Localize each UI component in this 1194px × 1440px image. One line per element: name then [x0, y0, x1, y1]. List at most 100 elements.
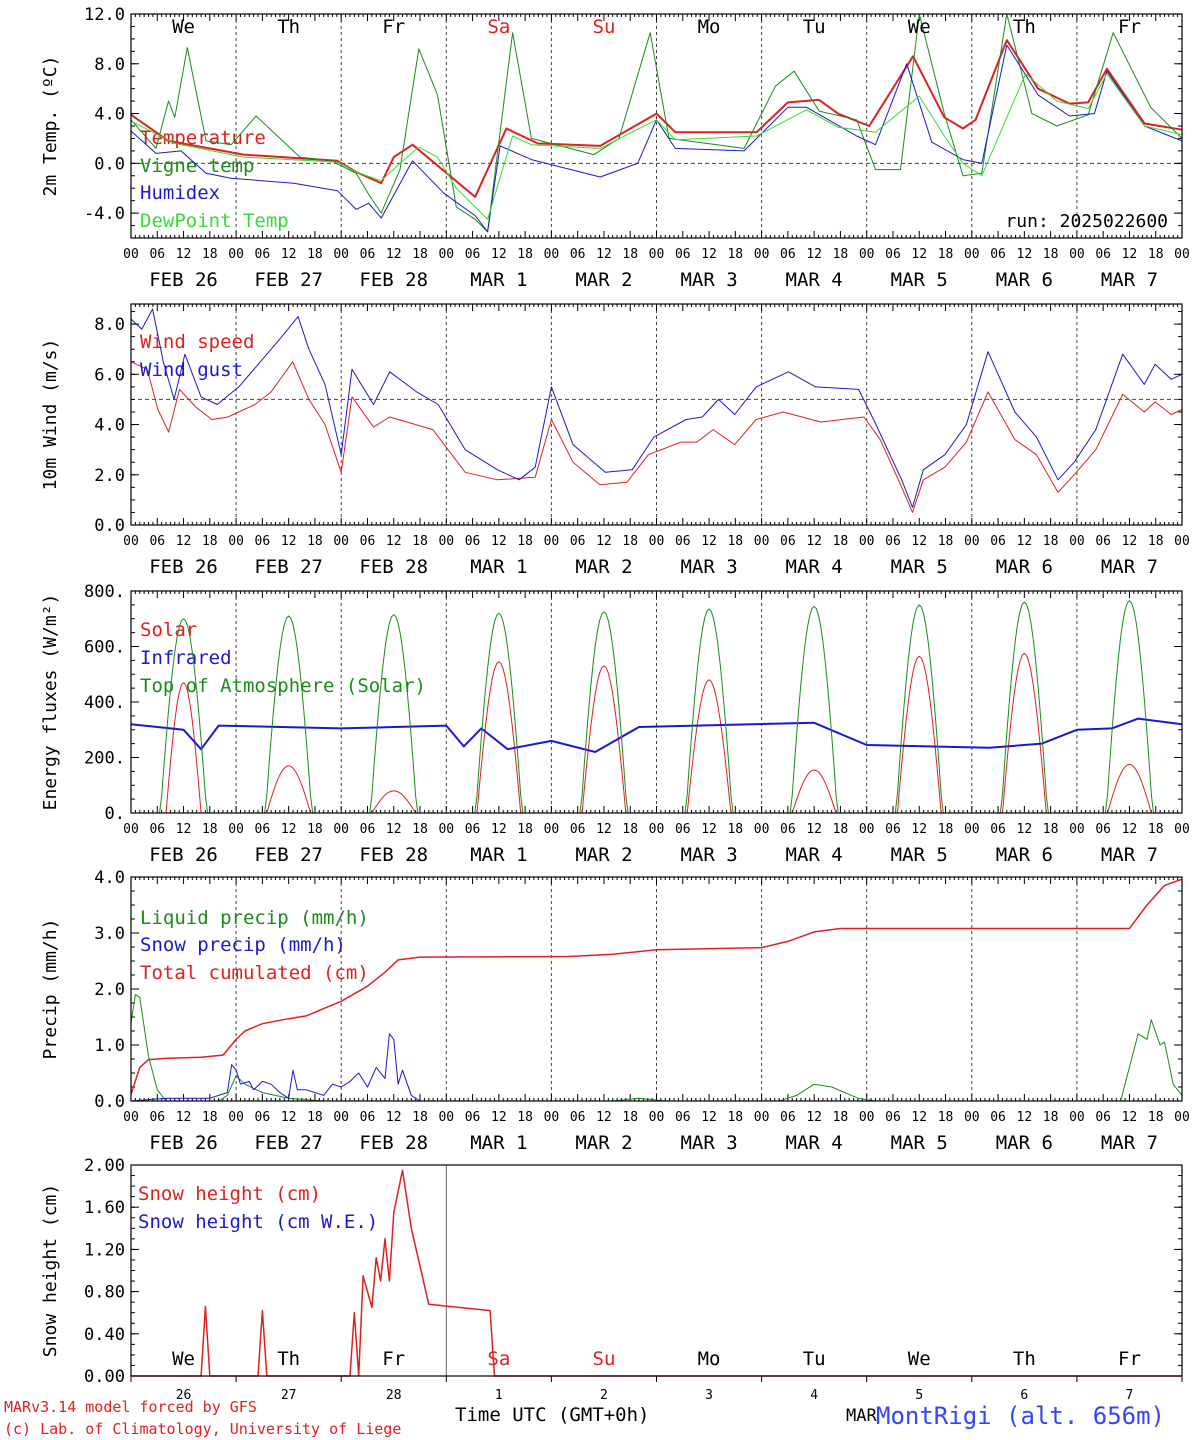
hour-tick-label: 06 [255, 534, 271, 549]
hour-tick-label: 00 [1069, 822, 1085, 837]
date-label: FEB 26 [149, 556, 218, 578]
legend-entry: Snow height (cm) [138, 1183, 321, 1205]
hour-tick-label: 18 [938, 534, 954, 549]
hour-tick-label: 12 [596, 822, 612, 837]
date-label: MAR 6 [996, 844, 1053, 866]
hour-tick-label: 00 [1069, 1110, 1085, 1125]
date-label: MAR 2 [575, 269, 632, 291]
series-line-dewpoint-temp [130, 73, 1183, 220]
hour-tick-label: 12 [281, 247, 297, 262]
hour-tick-label: 06 [675, 247, 691, 262]
hour-tick-label: 12 [491, 534, 507, 549]
hour-tick-label: 00 [333, 247, 349, 262]
panel-3: 0. 200. 400. 600. 800. Energy fluxes (W/m²) So… [40, 582, 1190, 866]
hour-tick-label: 06 [990, 1110, 1006, 1125]
hour-tick-label: 00 [649, 247, 665, 262]
hour-tick-label: 12 [806, 1110, 822, 1125]
weekday-label: Fr [1118, 1348, 1141, 1370]
hour-tick-label: 06 [149, 247, 165, 262]
hour-tick-label: 18 [833, 534, 849, 549]
hour-tick-label: 06 [255, 247, 271, 262]
y-tick-label: 3.0 [94, 924, 125, 944]
hour-tick-label: 06 [1095, 1110, 1111, 1125]
hour-tick-label: 06 [675, 822, 691, 837]
series-line-total-cumulated-cm- [130, 878, 1183, 1095]
hour-tick-label: 00 [544, 247, 560, 262]
y-tick-label: 1.0 [94, 1036, 125, 1056]
date-label: MAR 4 [786, 844, 843, 866]
y-tick-label: 0.0 [94, 154, 125, 174]
hour-tick-label: 18 [1148, 534, 1164, 549]
hour-tick-label: 06 [885, 1110, 901, 1125]
hour-tick-label: 18 [412, 1110, 428, 1125]
y-tick-label: 8.0 [94, 55, 125, 75]
y-tick-label: 6.0 [94, 365, 125, 385]
y-tick-label: 800. [84, 582, 125, 602]
hour-tick-label: 12 [176, 1110, 192, 1125]
hour-tick-label: 12 [1017, 247, 1033, 262]
hour-tick-label: 18 [202, 822, 218, 837]
credit-line-2: (c) Lab. of Climatology, University of L… [4, 1420, 402, 1438]
hour-tick-label: 00 [1174, 534, 1190, 549]
date-label: FEB 27 [254, 844, 323, 866]
hour-tick-label: 12 [596, 534, 612, 549]
hour-tick-label: 18 [727, 822, 743, 837]
hour-tick-label: 18 [202, 247, 218, 262]
series-line-humidex [130, 44, 1183, 233]
hour-tick-label: 00 [859, 534, 875, 549]
hour-tick-label: 06 [360, 1110, 376, 1125]
legend-entry: Snow height (cm W.E.) [138, 1211, 378, 1233]
hour-tick-label: 00 [859, 822, 875, 837]
hour-tick-label: 12 [1122, 247, 1138, 262]
y-axis-label: Precip (mm/h) [40, 919, 61, 1060]
hour-tick-label: 06 [255, 1110, 271, 1125]
y-tick-label: 4.0 [94, 416, 125, 436]
hour-tick-label: 12 [701, 247, 717, 262]
hour-tick-label: 00 [123, 822, 139, 837]
hour-tick-label: 00 [1174, 247, 1190, 262]
y-tick-label: 0.0 [94, 1092, 125, 1112]
hour-tick-label: 18 [1148, 247, 1164, 262]
hour-tick-label: 06 [885, 247, 901, 262]
y-tick-label: 1.20 [84, 1240, 125, 1260]
hour-tick-label: 12 [386, 534, 402, 549]
date-label: MAR 6 [996, 1132, 1053, 1154]
hour-tick-label: 12 [911, 822, 927, 837]
hour-tick-label: 06 [990, 534, 1006, 549]
hour-tick-label: 18 [1043, 822, 1059, 837]
hour-tick-label: 12 [281, 534, 297, 549]
hour-tick-label: 06 [780, 1110, 796, 1125]
hour-tick-label: 18 [938, 247, 954, 262]
hour-tick-label: 18 [307, 822, 323, 837]
station-title: MontRigi (alt. 656m) [876, 1402, 1165, 1430]
date-label: MAR 5 [891, 844, 948, 866]
series-line-temperature [130, 39, 1183, 198]
date-label: FEB 28 [359, 556, 428, 578]
weekday-label: Th [277, 1348, 300, 1370]
hour-tick-label: 18 [727, 247, 743, 262]
y-tick-label: 2.0 [94, 466, 125, 486]
weekday-label: Fr [1118, 16, 1141, 38]
day-label: 4 [810, 1388, 818, 1403]
date-label: MAR 4 [786, 1132, 843, 1154]
hour-tick-label: 00 [964, 534, 980, 549]
date-label: MAR 4 [786, 556, 843, 578]
y-tick-label: -4.0 [84, 204, 125, 224]
hour-tick-label: 00 [333, 1110, 349, 1125]
legend-entry: Wind gust [140, 359, 243, 381]
hour-tick-label: 12 [806, 822, 822, 837]
date-label: MAR 7 [1101, 844, 1158, 866]
legend-entry: Wind speed [140, 331, 254, 353]
hour-tick-label: 18 [938, 1110, 954, 1125]
y-tick-label: 12.0 [84, 5, 125, 25]
date-label: MAR 2 [575, 556, 632, 578]
date-label: MAR 3 [680, 1132, 737, 1154]
day-label: 6 [1020, 1388, 1028, 1403]
hour-tick-label: 12 [386, 247, 402, 262]
hour-tick-label: 12 [491, 822, 507, 837]
date-label: MAR 5 [891, 556, 948, 578]
date-label: FEB 26 [149, 844, 218, 866]
weekday-label: Fr [382, 1348, 405, 1370]
hour-tick-label: 18 [412, 247, 428, 262]
